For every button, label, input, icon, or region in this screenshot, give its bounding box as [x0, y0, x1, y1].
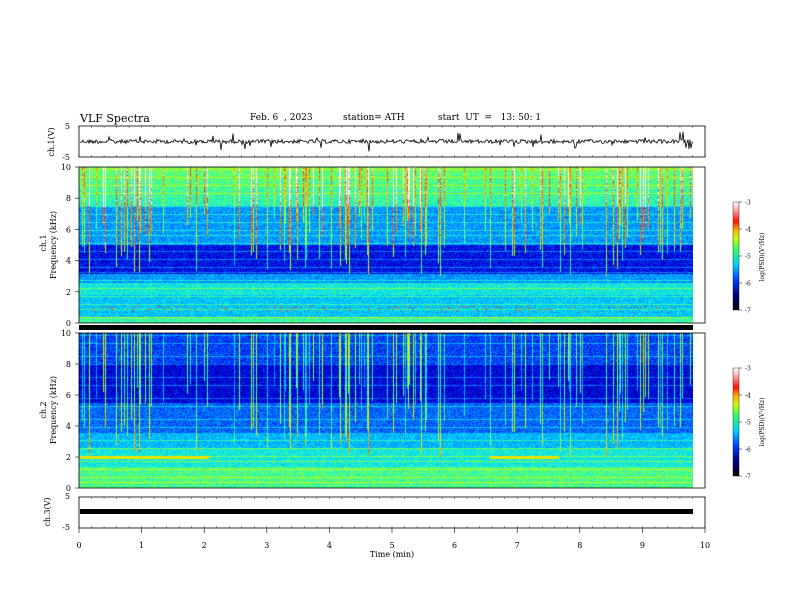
cbar-tick-label: -7 [745, 308, 751, 315]
ch1-ytick-top: 5 [65, 122, 70, 131]
ch1-trace [79, 131, 694, 152]
ch3-ytick-bottom: -5 [62, 523, 70, 532]
xtick-label: 4 [327, 541, 332, 550]
ch1-waveform-panel: 5 -5 ch.1(V) [47, 122, 706, 162]
ch3-ytick-top: 5 [65, 492, 70, 501]
cbar-tick-label: -5 [745, 254, 751, 261]
xtick-label: 10 [700, 541, 710, 550]
cbar-tick-label: -4 [745, 393, 751, 400]
ytick-label: 6 [66, 225, 71, 234]
start-time-label: start UT = 13: 50: 1 [438, 113, 542, 123]
plot-title: VLF Spectra [80, 112, 150, 125]
ch2-spec-ylabel: Frequency (kHz) [49, 376, 58, 444]
ch1-spectrogram-image [79, 167, 693, 323]
ytick-label: 2 [66, 288, 71, 297]
xtick-label: 3 [264, 541, 269, 550]
xtick-label: 2 [202, 541, 207, 550]
cbar-tick-label: -3 [745, 366, 751, 373]
ch-separator-band [79, 325, 693, 330]
xtick-label: 7 [515, 541, 520, 550]
ch1-colorbar [732, 201, 740, 311]
ch3-ylabel: ch.3(V) [43, 497, 52, 526]
ch1-ytick-bottom: -5 [62, 153, 70, 162]
time-axis: 0 1 2 3 4 5 6 7 8 9 10 [76, 126, 710, 550]
ytick-label: 10 [61, 163, 71, 172]
ytick-label: 2 [66, 453, 71, 462]
station-label: station= ATH [343, 113, 405, 123]
cbar-tick-label: -6 [745, 281, 751, 288]
ch1-colorbar-label: log(PSD)(V²/Hz) [759, 233, 766, 282]
ytick-label: 6 [66, 391, 71, 400]
xtick-label: 0 [76, 541, 81, 550]
ch2-colorbar [732, 367, 740, 477]
cbar-tick-label: -5 [745, 420, 751, 427]
ch1-spec-frame [78, 166, 706, 324]
cbar-tick-label: -7 [745, 474, 751, 481]
ytick-label: 8 [66, 194, 71, 203]
xtick-label: 1 [139, 541, 144, 550]
ch2-colorbar-label: log(PSD)(V²/Hz) [759, 398, 766, 447]
xtick-label: 9 [640, 541, 645, 550]
cbar-tick-label: -4 [745, 227, 751, 234]
ytick-label: 10 [61, 329, 71, 338]
ch2-spectrogram-image [79, 333, 693, 488]
ytick-label: 4 [66, 422, 71, 431]
xtick-label: 6 [452, 541, 457, 550]
xtick-label: 5 [389, 541, 394, 550]
cbar-tick-label: -3 [745, 200, 751, 207]
ch2-spec-frame [78, 332, 706, 489]
ytick-label: 8 [66, 360, 71, 369]
ch2-spec-ylabel-top: ch.2 [39, 401, 48, 418]
ch1-ylabel: ch.1(V) [47, 127, 56, 156]
ytick-label: 4 [66, 257, 71, 266]
ytick-label: 0 [66, 484, 71, 493]
ch1-spec-ylabel-top: ch.1 [39, 234, 48, 251]
date-label: Feb. 6 , 2023 [250, 113, 313, 123]
cbar-tick-label: -6 [745, 447, 751, 454]
ch1-spec-ylabel: Frequency (kHz) [49, 211, 58, 279]
ytick-label: 0 [66, 319, 71, 328]
ch3-trace [80, 509, 693, 514]
xtick-label: 8 [577, 541, 582, 550]
time-axis-label: Time (min) [370, 550, 414, 559]
ch3-waveform-panel: 5 -5 ch.3(V) [43, 492, 706, 532]
